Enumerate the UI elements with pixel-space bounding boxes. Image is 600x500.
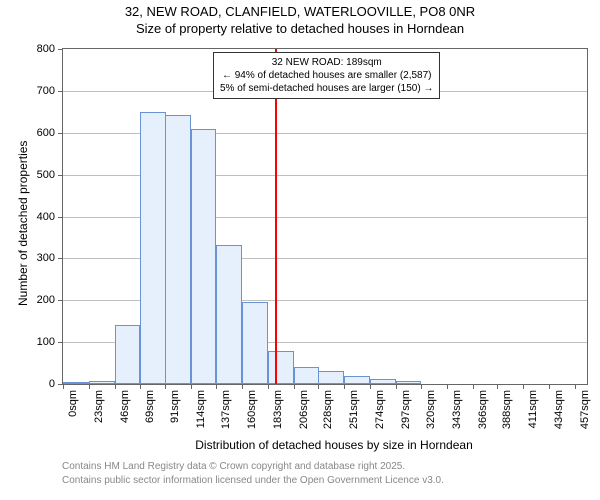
x-tick [242, 384, 243, 389]
x-tick-label: 228sqm [322, 390, 334, 429]
histogram-bar [344, 376, 370, 384]
x-tick-label: 434sqm [553, 390, 565, 429]
x-tick-label: 274sqm [374, 390, 386, 429]
histogram-bar [242, 302, 268, 384]
y-tick-label: 300 [37, 252, 55, 264]
y-tick [58, 217, 63, 218]
plot-area: 01002003004005006007008000sqm23sqm46sqm6… [62, 48, 588, 385]
y-tick [58, 300, 63, 301]
histogram-bar [396, 381, 422, 384]
histogram-bar [191, 129, 217, 384]
x-tick [140, 384, 141, 389]
histogram-bar [268, 351, 294, 385]
histogram-bar [140, 112, 166, 384]
y-tick-label: 700 [37, 85, 55, 97]
y-tick-label: 800 [37, 43, 55, 55]
annotation-line-2: ← 94% of detached houses are smaller (2,… [220, 69, 433, 82]
x-axis-label: Distribution of detached houses by size … [174, 438, 494, 452]
x-tick [575, 384, 576, 389]
x-tick-label: 206sqm [298, 390, 310, 429]
y-tick [58, 49, 63, 50]
x-tick-label: 343sqm [451, 390, 463, 429]
y-tick [58, 342, 63, 343]
x-tick-label: 91sqm [169, 390, 181, 423]
y-tick [58, 175, 63, 176]
x-tick-label: 137sqm [220, 390, 232, 429]
title-line-2: Size of property relative to detached ho… [0, 19, 600, 36]
x-tick [370, 384, 371, 389]
x-tick [191, 384, 192, 389]
histogram-bar [318, 371, 344, 384]
x-tick [447, 384, 448, 389]
x-tick-label: 160sqm [246, 390, 258, 429]
y-tick-label: 400 [37, 211, 55, 223]
histogram-bar [165, 115, 191, 384]
x-tick [344, 384, 345, 389]
x-tick-label: 46sqm [119, 390, 131, 423]
x-tick-label: 23sqm [93, 390, 105, 423]
x-tick [165, 384, 166, 389]
chart-container: 32, NEW ROAD, CLANFIELD, WATERLOOVILLE, … [0, 0, 600, 500]
x-tick-label: 69sqm [144, 390, 156, 423]
annotation-box: 32 NEW ROAD: 189sqm ← 94% of detached ho… [213, 52, 440, 99]
x-tick [396, 384, 397, 389]
title-line-1: 32, NEW ROAD, CLANFIELD, WATERLOOVILLE, … [0, 0, 600, 19]
x-tick [115, 384, 116, 389]
histogram-bar [294, 367, 320, 384]
y-axis-label: Number of detached properties [16, 140, 30, 305]
x-tick [216, 384, 217, 389]
y-tick [58, 91, 63, 92]
x-tick-label: 114sqm [195, 390, 207, 428]
x-tick [549, 384, 550, 389]
x-tick [294, 384, 295, 389]
histogram-bar [63, 382, 89, 384]
annotation-line-3: 5% of semi-detached houses are larger (1… [220, 82, 433, 95]
x-tick-label: 183sqm [272, 390, 284, 429]
x-tick [63, 384, 64, 389]
x-tick-label: 0sqm [67, 390, 79, 417]
x-tick-label: 320sqm [425, 390, 437, 429]
y-tick [58, 133, 63, 134]
y-tick-label: 200 [37, 294, 55, 306]
y-tick-label: 100 [37, 336, 55, 348]
x-tick [268, 384, 269, 389]
histogram-bar [370, 379, 396, 384]
histogram-bar [115, 325, 141, 384]
x-tick [497, 384, 498, 389]
y-tick-label: 500 [37, 169, 55, 181]
x-tick-label: 457sqm [579, 390, 591, 429]
footer-line-2: Contains public sector information licen… [62, 475, 444, 486]
y-tick-label: 600 [37, 127, 55, 139]
x-tick-label: 251sqm [348, 390, 360, 429]
x-tick [421, 384, 422, 389]
reference-line [275, 49, 277, 384]
x-tick-label: 411sqm [527, 390, 539, 428]
annotation-line-1: 32 NEW ROAD: 189sqm [220, 56, 433, 69]
x-tick [473, 384, 474, 389]
x-tick [318, 384, 319, 389]
x-tick-label: 297sqm [400, 390, 412, 429]
y-tick [58, 258, 63, 259]
histogram-bar [216, 245, 242, 384]
x-tick-label: 366sqm [477, 390, 489, 429]
histogram-bar [89, 381, 115, 384]
x-tick [523, 384, 524, 389]
footer-line-1: Contains HM Land Registry data © Crown c… [62, 461, 405, 472]
x-tick [89, 384, 90, 389]
x-tick-label: 388sqm [501, 390, 513, 429]
y-tick-label: 0 [49, 378, 55, 390]
